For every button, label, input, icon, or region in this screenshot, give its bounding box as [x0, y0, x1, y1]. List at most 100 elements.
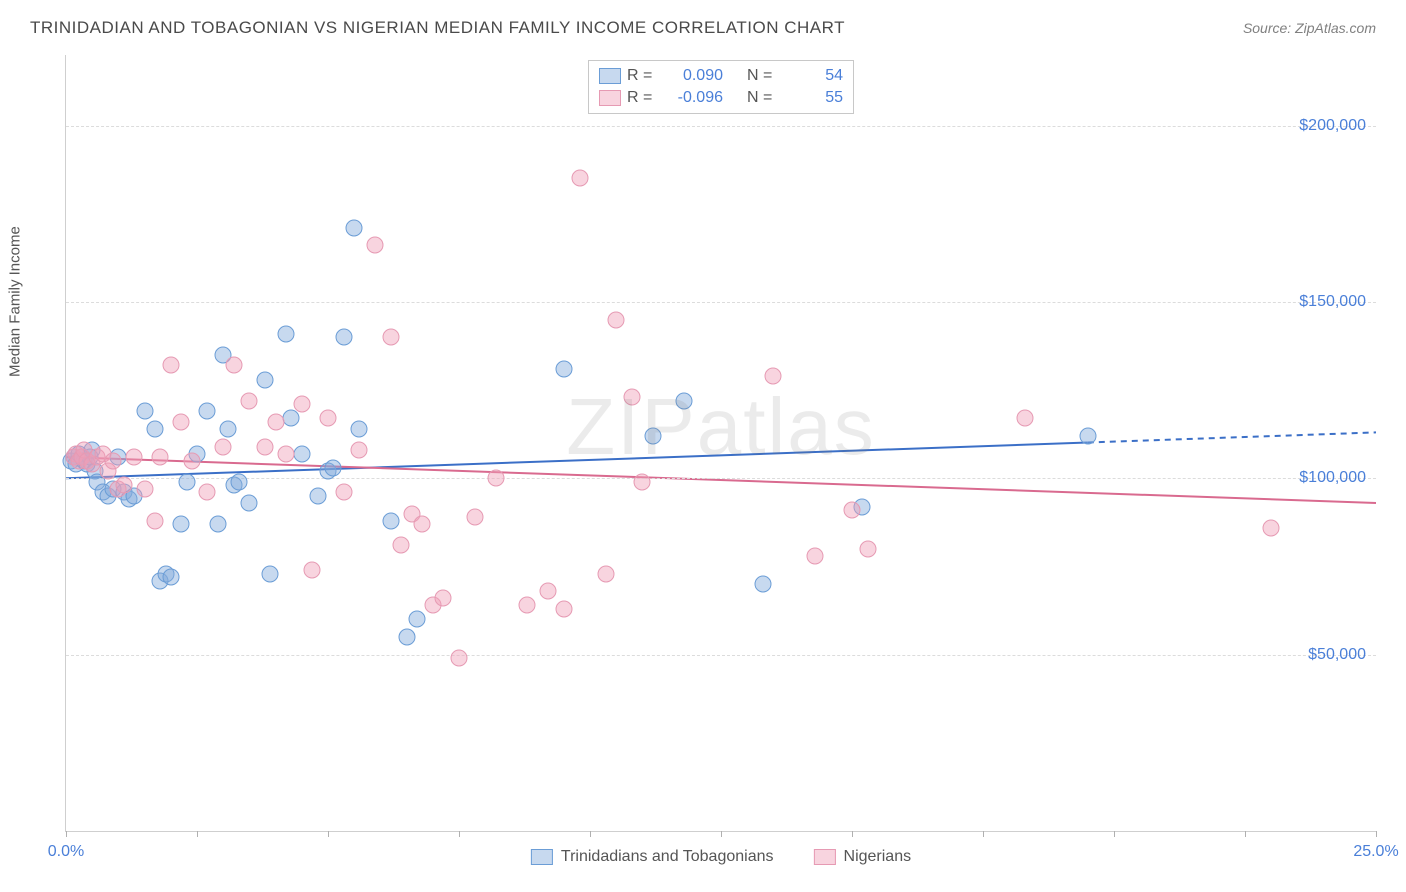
data-point-trinidadians — [555, 360, 572, 377]
x-tick-mark — [66, 831, 67, 837]
chart-title: TRINIDADIAN AND TOBAGONIAN VS NIGERIAN M… — [30, 18, 845, 38]
r-value-series-2: -0.096 — [663, 89, 723, 107]
data-point-trinidadians — [1079, 427, 1096, 444]
data-point-trinidadians — [257, 371, 274, 388]
data-point-trinidadians — [335, 329, 352, 346]
x-tick-mark — [459, 831, 460, 837]
gridline-h — [66, 302, 1376, 303]
n-value-series-2: 55 — [783, 89, 843, 107]
legend-row-series-2: R = -0.096 N = 55 — [599, 87, 843, 109]
data-point-trinidadians — [382, 512, 399, 529]
data-point-nigerians — [267, 413, 284, 430]
data-point-trinidadians — [162, 569, 179, 586]
data-point-nigerians — [540, 583, 557, 600]
data-point-nigerians — [225, 357, 242, 374]
data-point-nigerians — [859, 540, 876, 557]
swatch-series-2 — [599, 90, 621, 106]
data-point-trinidadians — [262, 565, 279, 582]
r-label: R = — [627, 89, 657, 107]
data-point-nigerians — [487, 470, 504, 487]
gridline-h — [66, 655, 1376, 656]
x-tick-label-left: 0.0% — [48, 843, 84, 861]
n-value-series-1: 54 — [783, 67, 843, 85]
data-point-nigerians — [173, 413, 190, 430]
data-point-nigerians — [807, 547, 824, 564]
data-point-nigerians — [304, 561, 321, 578]
data-point-trinidadians — [230, 473, 247, 490]
data-point-trinidadians — [351, 420, 368, 437]
data-point-trinidadians — [278, 325, 295, 342]
data-point-nigerians — [451, 650, 468, 667]
data-point-trinidadians — [644, 427, 661, 444]
data-point-nigerians — [293, 396, 310, 413]
data-point-nigerians — [320, 410, 337, 427]
x-tick-mark — [1114, 831, 1115, 837]
x-tick-mark — [328, 831, 329, 837]
data-point-trinidadians — [147, 420, 164, 437]
plot-region: ZIPatlas R = 0.090 N = 54 R = -0.096 N =… — [65, 55, 1376, 832]
data-point-nigerians — [1263, 519, 1280, 536]
chart-area: Median Family Income ZIPatlas R = 0.090 … — [50, 55, 1376, 832]
data-point-nigerians — [844, 502, 861, 519]
data-point-trinidadians — [293, 445, 310, 462]
y-tick-label: $100,000 — [1299, 469, 1366, 487]
data-point-nigerians — [623, 389, 640, 406]
r-value-series-1: 0.090 — [663, 67, 723, 85]
trend-line-nigerians — [66, 457, 1376, 503]
swatch-series-1 — [599, 68, 621, 84]
data-point-nigerians — [765, 367, 782, 384]
n-label: N = — [747, 67, 777, 85]
data-point-nigerians — [126, 449, 143, 466]
gridline-h — [66, 126, 1376, 127]
data-point-nigerians — [105, 452, 122, 469]
watermark-text: ZIPatlas — [566, 381, 875, 473]
legend-item-series-2: Nigerians — [814, 848, 912, 866]
data-point-nigerians — [241, 392, 258, 409]
y-tick-label: $200,000 — [1299, 117, 1366, 135]
data-point-nigerians — [351, 442, 368, 459]
data-point-trinidadians — [209, 516, 226, 533]
data-point-nigerians — [183, 452, 200, 469]
data-point-nigerians — [1016, 410, 1033, 427]
data-point-nigerians — [335, 484, 352, 501]
legend-series-names: Trinidadians and Tobagonians Nigerians — [531, 848, 911, 866]
data-point-nigerians — [115, 477, 132, 494]
x-tick-mark — [197, 831, 198, 837]
data-point-nigerians — [608, 311, 625, 328]
data-point-nigerians — [152, 449, 169, 466]
swatch-series-1 — [531, 849, 553, 865]
x-tick-mark — [983, 831, 984, 837]
y-tick-label: $50,000 — [1308, 646, 1366, 664]
data-point-trinidadians — [220, 420, 237, 437]
data-point-trinidadians — [173, 516, 190, 533]
data-point-nigerians — [147, 512, 164, 529]
data-point-nigerians — [136, 480, 153, 497]
data-point-nigerians — [466, 509, 483, 526]
gridline-h — [66, 478, 1376, 479]
data-point-trinidadians — [346, 219, 363, 236]
data-point-nigerians — [435, 590, 452, 607]
y-tick-label: $150,000 — [1299, 293, 1366, 311]
data-point-nigerians — [278, 445, 295, 462]
data-point-trinidadians — [241, 494, 258, 511]
data-point-trinidadians — [398, 629, 415, 646]
x-tick-mark — [1376, 831, 1377, 837]
x-tick-mark — [852, 831, 853, 837]
data-point-nigerians — [519, 597, 536, 614]
data-point-nigerians — [382, 329, 399, 346]
x-tick-mark — [1245, 831, 1246, 837]
trend-line-extrapolated-trinidadians — [1088, 432, 1376, 442]
data-point-trinidadians — [325, 459, 342, 476]
swatch-series-2 — [814, 849, 836, 865]
x-tick-mark — [590, 831, 591, 837]
series-1-name: Trinidadians and Tobagonians — [561, 848, 774, 866]
data-point-trinidadians — [136, 403, 153, 420]
data-point-trinidadians — [178, 473, 195, 490]
data-point-trinidadians — [199, 403, 216, 420]
data-point-trinidadians — [283, 410, 300, 427]
legend-correlation-box: R = 0.090 N = 54 R = -0.096 N = 55 — [588, 60, 854, 114]
data-point-nigerians — [571, 170, 588, 187]
data-point-trinidadians — [754, 576, 771, 593]
y-axis-label: Median Family Income — [7, 226, 24, 377]
data-point-trinidadians — [409, 611, 426, 628]
